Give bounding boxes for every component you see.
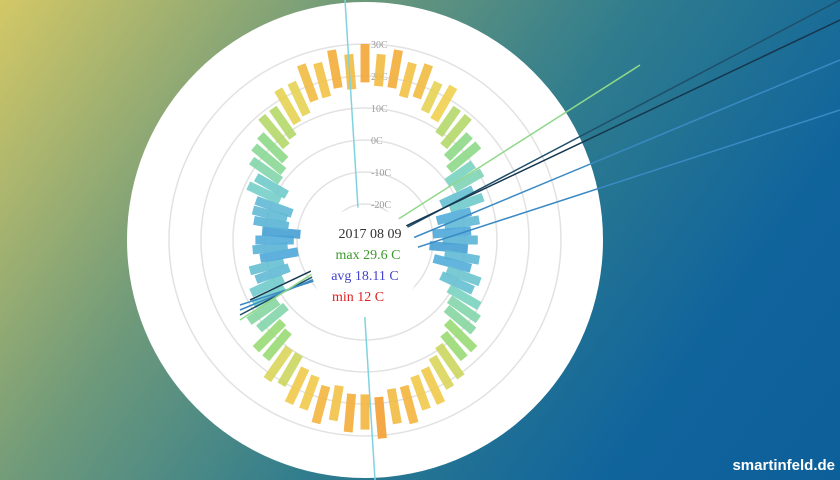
temperature-bar [420,366,446,406]
temperature-bar [253,215,290,231]
temperature-bar [277,352,303,388]
temperature-bar [443,215,481,231]
temperature-bar [420,80,443,114]
temperature-bar [435,207,473,226]
temperature-bar [412,63,433,100]
temperature-bar [263,345,293,383]
temperature-bar [428,354,455,390]
temperature-bar [299,374,320,411]
temperature-bar [258,113,290,150]
temperature-bar [387,49,403,89]
temperature-bar [256,302,289,333]
temperature-bar [246,181,283,205]
temperature-bar [274,87,302,126]
y-tick-label: 10C [371,104,388,115]
temperature-bar [284,366,310,406]
temperature-bar [261,226,301,239]
temperature-bar [443,318,478,353]
temperature-bar [254,263,291,284]
temperature-bar [248,257,286,276]
temperature-bar [398,61,417,99]
temperature-bar [259,247,299,263]
temperature-bar [373,53,386,87]
temperature-bar [446,295,481,324]
temperature-bar [440,113,472,150]
temperature-bar [443,132,473,162]
temperature-bar [439,271,475,295]
temperature-bar [445,265,482,287]
temperature-bar [444,160,476,187]
temperature-bar [430,84,458,123]
temperature-bar [246,297,281,325]
temperature-bar [440,330,468,362]
temperature-bar [252,242,289,255]
y-tick-label: 0C [371,136,383,147]
temperature-bar [432,254,473,273]
grid-ring [232,107,498,373]
temperature-bar [313,61,332,99]
temperature-bar [452,168,485,193]
temperature-bar [287,80,311,117]
temperature-bar [253,173,289,199]
temperature-bar [327,49,343,89]
temperature-bar [446,284,482,310]
temperature-bar [399,384,419,425]
temperature-bar [374,396,387,439]
y-tick-label: -20C [371,200,391,211]
temperature-bar [297,63,319,103]
center-panel [310,207,420,317]
y-tick-label: 30C [371,40,388,51]
temperature-bar [429,241,469,254]
temperature-bar [435,342,465,380]
temperature-bar [262,328,292,362]
selected-date: 2017 08 09 [339,227,402,242]
temperature-bar [410,374,431,411]
y-tick-label: -10C [371,168,391,179]
temperature-bar [443,249,481,265]
temperature-bar [446,141,482,173]
temperature-bar [251,205,289,224]
selected-avg: avg 18.11 C [331,269,399,284]
temperature-bar [252,318,287,353]
temperature-bar [249,274,285,298]
selected-min: min 12 C [332,290,384,305]
temperature-bar [254,196,294,218]
temperature-bar [343,393,357,433]
temperature-bar [448,192,485,214]
temperature-bar [269,105,297,140]
temperature-bar [435,105,461,138]
temperature-bar [443,304,477,335]
temperature-bar [311,384,331,425]
temperature-bar [439,185,475,209]
watermark: smartinfeld.de [732,457,835,474]
selected-max: max 29.6 C [336,248,401,263]
temperature-bar [257,132,289,164]
temperature-bar [249,156,284,185]
temperature-bar [386,388,402,425]
temperature-bar [328,384,344,422]
temperature-bar [251,143,287,176]
